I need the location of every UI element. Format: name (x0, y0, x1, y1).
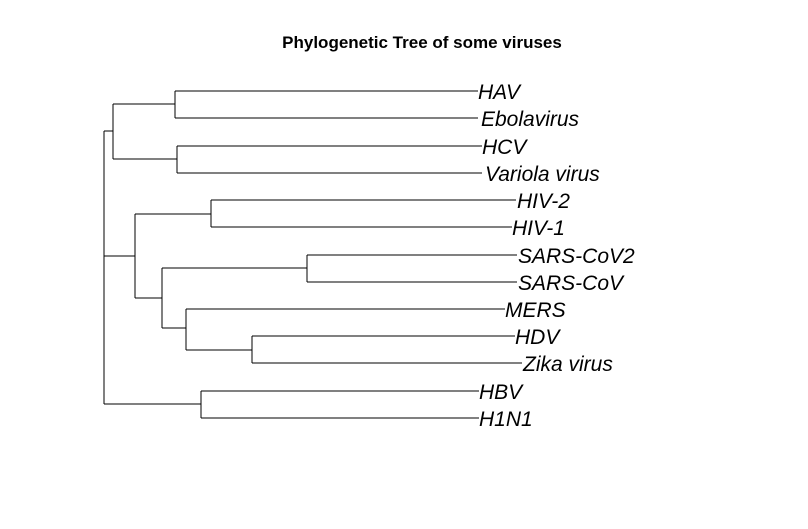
tip-label: HAV (478, 81, 522, 104)
tip-label: HCV (482, 136, 528, 159)
tip-label: HIV-1 (512, 217, 565, 240)
tip-label: SARS-CoV2 (518, 245, 635, 268)
tip-label: Ebolavirus (481, 108, 580, 131)
tip-label: Zika virus (522, 353, 613, 376)
tip-label: MERS (505, 299, 566, 322)
tip-label: SARS-CoV (518, 272, 625, 295)
tip-labels: HAV Ebolavirus HCV Variola virus HIV-2 H… (478, 81, 635, 431)
diagram-title: Phylogenetic Tree of some viruses (282, 33, 562, 52)
tip-label: HBV (479, 381, 524, 404)
tree-branches (103, 90, 522, 419)
tip-label: Variola virus (485, 163, 600, 186)
tip-label: H1N1 (479, 408, 533, 431)
tip-label: HIV-2 (517, 190, 570, 213)
tip-label: HDV (515, 326, 561, 349)
